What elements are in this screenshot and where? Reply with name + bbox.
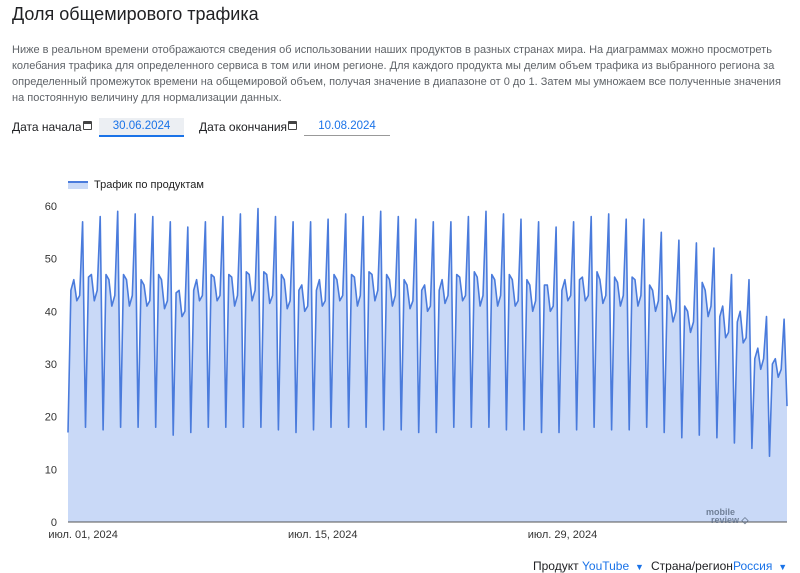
calendar-icon[interactable] xyxy=(83,121,92,130)
page-title: Доля общемирового трафика xyxy=(12,4,259,24)
watermark-logo: mobile review ◇ xyxy=(706,507,749,525)
y-tick-label: 30 xyxy=(45,359,57,371)
region-select[interactable]: Россия ▼ xyxy=(733,559,787,573)
region-value: Россия xyxy=(733,559,773,573)
page-description: Ниже в реальном времени отображаются све… xyxy=(12,44,781,104)
y-tick-label: 10 xyxy=(45,464,57,476)
series-line xyxy=(67,207,788,457)
y-tick-label: 60 xyxy=(45,201,57,213)
dropdown-arrow-icon: ▼ xyxy=(632,562,644,572)
region-label: Страна/регион xyxy=(651,559,733,573)
product-select[interactable]: YouTube ▼ xyxy=(582,559,644,573)
y-tick-label: 50 xyxy=(45,254,57,266)
dropdown-arrow-icon: ▼ xyxy=(775,562,788,572)
calendar-icon[interactable] xyxy=(288,121,297,130)
product-label: Продукт xyxy=(533,559,579,573)
y-tick-label: 20 xyxy=(45,412,57,424)
legend-swatch xyxy=(68,181,88,190)
x-tick-label: июл. 01, 2024 xyxy=(48,529,118,541)
start-date-label: Дата начала xyxy=(12,120,82,134)
start-date-input[interactable]: 30.06.2024 xyxy=(99,118,184,137)
end-date-label: Дата окончания xyxy=(199,120,288,134)
y-tick-label: 0 xyxy=(51,517,57,529)
end-date-input[interactable]: 10.08.2024 xyxy=(304,118,390,136)
chart-legend: Трафик по продуктам xyxy=(68,179,204,191)
product-value: YouTube xyxy=(582,559,630,573)
x-tick-label: июл. 29, 2024 xyxy=(528,529,598,541)
y-tick-label: 40 xyxy=(45,306,57,318)
legend-label: Трафик по продуктам xyxy=(94,179,204,191)
x-tick-label: июл. 15, 2024 xyxy=(288,529,358,541)
series-area xyxy=(68,208,787,522)
